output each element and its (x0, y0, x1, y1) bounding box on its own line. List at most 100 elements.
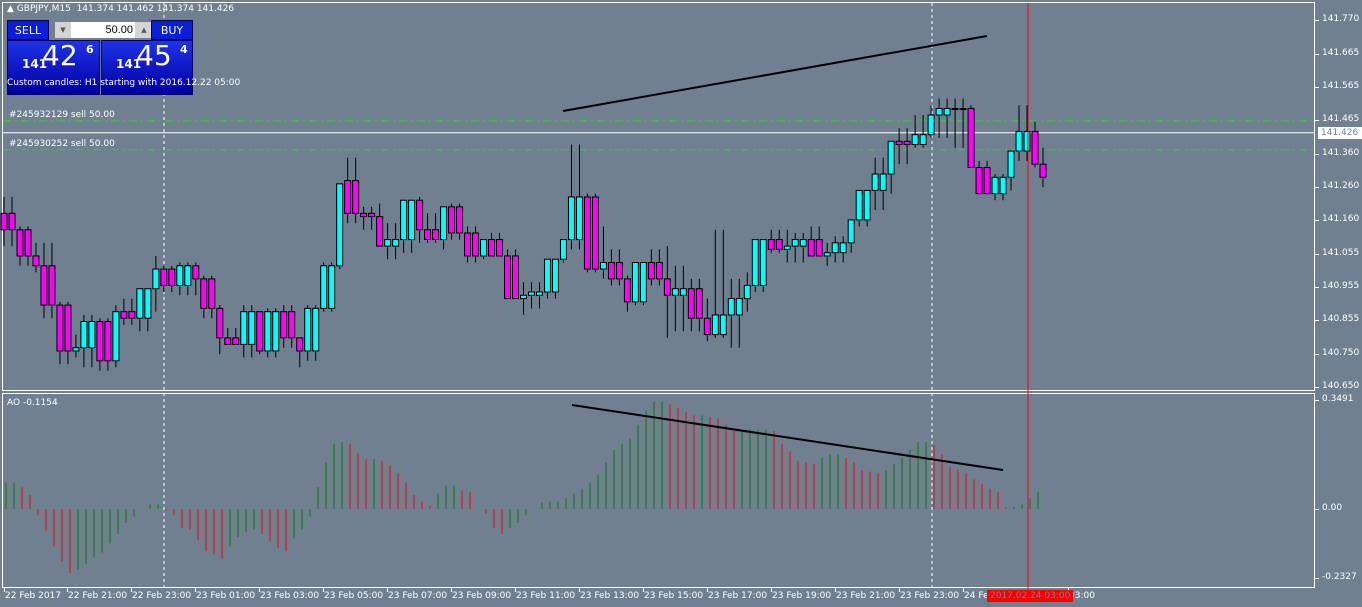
bull-candle (951, 107, 959, 110)
bull-candle (631, 261, 639, 303)
bear-candle (496, 239, 504, 257)
bear-candle (168, 268, 176, 286)
bull-candle (943, 107, 951, 116)
ohlc-values: 141.374 141.462 141.374 141.426 (76, 4, 235, 14)
time-axis-tick (899, 588, 900, 592)
price-axis-label: 141.465 (1322, 113, 1360, 124)
sell-button[interactable]: SELL (7, 20, 49, 40)
one-click-trading-panel: SELL ▼ ▲ BUY 141 42 6 141 45 4 (7, 20, 193, 95)
bear-candle (48, 265, 56, 306)
time-axis-label: 22 Feb 21:00 (68, 591, 128, 601)
bear-candle (815, 239, 823, 257)
price-axis-tick (1315, 319, 1319, 321)
sell-price-big: 42 (42, 39, 78, 72)
bear-candle (895, 140, 903, 146)
bull-candle (783, 245, 791, 250)
bull-candle (264, 311, 272, 352)
time-axis-label: 03:00 (1069, 591, 1095, 601)
bull-candle (1007, 150, 1015, 178)
bull-candle (551, 258, 559, 293)
bear-candle (767, 239, 775, 250)
time-axis-tick (4, 588, 5, 592)
bear-candle (663, 278, 671, 296)
collapse-arrow-icon[interactable]: ▲ (7, 4, 14, 14)
bear-candle (775, 239, 783, 250)
bull-candle (887, 140, 895, 175)
bear-candle (56, 304, 64, 352)
price-axis-tick (1315, 287, 1319, 289)
time-axis-label: 22 Feb 23:00 (132, 591, 192, 601)
bear-candle (903, 140, 911, 146)
bear-candle (200, 278, 208, 309)
bear-candle (296, 337, 304, 352)
bear-candle (432, 229, 440, 241)
sell-price-box[interactable]: 141 42 6 (7, 39, 100, 95)
order-label-1[interactable]: #245932129 sell 50.00 (9, 110, 115, 120)
price-axis-label: 141.160 (1322, 213, 1360, 224)
bear-candle (695, 288, 703, 319)
bear-candle (472, 232, 480, 257)
bull-candle (328, 265, 336, 309)
price-chart-frame[interactable] (2, 2, 1315, 391)
bull-candle (80, 320, 88, 349)
time-axis-label: 23 Feb 09:00 (452, 591, 512, 601)
bull-candle (527, 291, 535, 296)
bull-candle (735, 298, 743, 316)
bear-candle (583, 196, 591, 270)
bear-candle (8, 212, 16, 231)
time-axis-tick (67, 588, 68, 592)
bear-candle (504, 255, 512, 300)
bull-candle (911, 134, 919, 146)
lot-size-input[interactable] (71, 22, 135, 38)
bull-candle (863, 189, 871, 221)
bull-candle (791, 239, 799, 247)
bull-candle (543, 258, 551, 293)
time-axis-tick (835, 588, 836, 592)
time-axis-tick (195, 588, 196, 592)
bull-candle (879, 173, 887, 191)
bull-candle (719, 314, 727, 336)
symbol-timeframe: GBPJPY,M15 (16, 4, 71, 14)
buy-price-box[interactable]: 141 45 4 (101, 39, 193, 95)
bear-candle (128, 311, 136, 319)
time-axis-tick (259, 588, 260, 592)
bear-candle (456, 206, 464, 234)
bear-candle (687, 288, 695, 319)
sell-price-sup: 6 (86, 43, 94, 56)
lot-increase-icon[interactable]: ▲ (137, 23, 151, 37)
time-axis-label: 23 Feb 13:00 (580, 591, 640, 601)
price-axis-tick (1315, 219, 1319, 221)
bear-candle (352, 180, 360, 214)
bear-candle (24, 229, 32, 257)
time-axis-label: 23 Feb 19:00 (772, 591, 832, 601)
price-axis-label: 141.665 (1322, 48, 1360, 59)
bear-candle (224, 337, 232, 345)
bull-candle (839, 242, 847, 254)
bear-candle (967, 107, 975, 168)
price-axis-label: 140.955 (1322, 281, 1360, 292)
bear-candle (64, 304, 72, 352)
bull-candle (272, 311, 280, 352)
bull-candle (799, 239, 807, 247)
lot-size-stepper: ▼ ▲ (55, 22, 153, 38)
time-axis-label: 22 Feb 2017 (5, 591, 62, 601)
lot-decrease-icon[interactable]: ▼ (56, 23, 70, 37)
time-axis-tick (451, 588, 452, 592)
bull-candle (727, 298, 735, 316)
bear-candle (256, 311, 264, 352)
bear-candle (424, 229, 432, 241)
ao-indicator-frame[interactable] (2, 393, 1315, 588)
bull-candle (72, 347, 80, 352)
time-axis-label: 24 Feb (964, 591, 995, 601)
bull-candle (384, 239, 392, 247)
bear-candle (607, 261, 615, 280)
time-axis-tick (643, 588, 644, 592)
ao-trendline (571, 404, 1004, 471)
order-label-2[interactable]: #245930252 sell 50.00 (9, 139, 115, 149)
bear-candle (288, 311, 296, 339)
bear-candle (448, 206, 456, 234)
buy-button[interactable]: BUY (151, 20, 193, 40)
bull-candle (559, 239, 567, 260)
bull-candle (152, 268, 160, 290)
